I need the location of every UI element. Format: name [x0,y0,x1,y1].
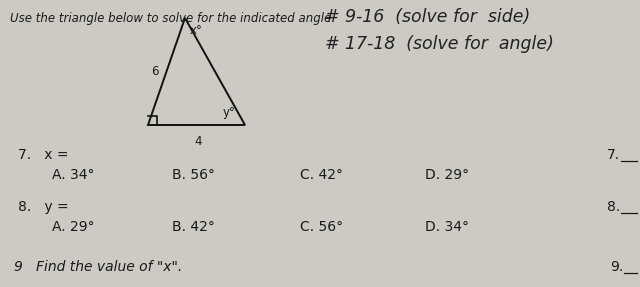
Text: 4: 4 [195,135,202,148]
Text: B. 56°: B. 56° [172,168,215,182]
Text: A. 34°: A. 34° [52,168,95,182]
Text: 7.   x =: 7. x = [18,148,68,162]
Text: 8.: 8. [607,200,620,214]
Text: # 17-18  (solve for  angle): # 17-18 (solve for angle) [325,35,554,53]
Text: A. 29°: A. 29° [52,220,95,234]
Text: C. 42°: C. 42° [300,168,343,182]
Text: 9.: 9. [610,260,623,274]
Text: y°: y° [223,106,236,119]
Text: Use the triangle below to solve for the indicated angle.: Use the triangle below to solve for the … [10,12,335,25]
Text: 7.: 7. [607,148,620,162]
Text: # 9-16  (solve for  side): # 9-16 (solve for side) [325,8,531,26]
Text: 6: 6 [151,65,159,78]
Text: x°: x° [190,24,203,37]
Text: D. 34°: D. 34° [425,220,469,234]
Text: 8.   y =: 8. y = [18,200,68,214]
Text: C. 56°: C. 56° [300,220,343,234]
Text: B. 42°: B. 42° [172,220,215,234]
Text: D. 29°: D. 29° [425,168,469,182]
Text: 9   Find the value of "x".: 9 Find the value of "x". [14,260,182,274]
